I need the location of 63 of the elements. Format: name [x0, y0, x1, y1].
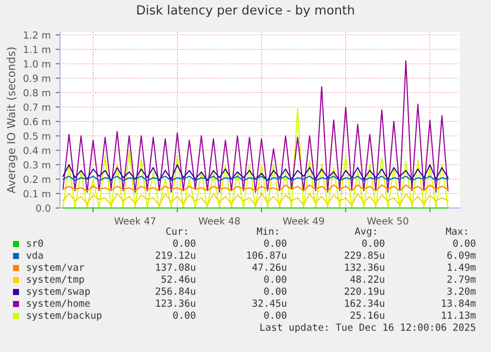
text: 0.00	[264, 239, 286, 247]
text: Avg:	[354, 228, 376, 237]
text: 0.00	[264, 275, 286, 283]
text: 48.22u	[350, 275, 384, 283]
legend-label: system/backup	[27, 311, 102, 321]
line-series	[62, 108, 449, 209]
text: 137.08u	[156, 263, 196, 271]
text: 3.20m	[447, 287, 476, 295]
legend-label: sr0	[27, 239, 43, 247]
y-tick-label: 0.2 m	[24, 176, 50, 183]
text: 229.85u	[344, 251, 384, 259]
y-tick-label: 1.0 m	[24, 60, 50, 68]
text: 11.13m	[442, 311, 476, 319]
text: 220.19u	[344, 287, 384, 295]
text: Last update: Tue Dec 16 12:00:06 2025	[260, 323, 476, 333]
legend-label: vda	[26, 251, 43, 259]
text: 32.45u	[252, 299, 286, 307]
text: Max:	[446, 228, 467, 235]
y-tick-label: 0.1 m	[24, 190, 50, 198]
text: 2.79m	[447, 275, 476, 283]
chart-title: Disk latency per device - by month	[137, 4, 354, 18]
line-series	[62, 193, 449, 206]
legend-label: system/tmp	[27, 276, 84, 285]
x-tick-label: Week 47	[114, 217, 156, 225]
text: 0.00	[173, 239, 196, 247]
text: 0.00	[453, 239, 476, 247]
text: 219.12u	[156, 251, 196, 259]
y-tick-label: 0.9 m	[24, 74, 50, 82]
y-tick-label: 0.0	[36, 204, 50, 212]
text: Cur:	[166, 227, 187, 235]
text: 52.46u	[162, 275, 196, 283]
text: 25.16u	[350, 311, 384, 319]
line-series	[62, 164, 449, 182]
text: 6.09m	[447, 251, 476, 259]
text: Min:	[256, 227, 278, 235]
legend-label: system/home	[27, 299, 90, 309]
text: 132.36u	[345, 263, 384, 271]
legend-label: system/swap	[27, 288, 90, 297]
text: 162.34u	[345, 299, 384, 307]
x-tick-label: Week 49	[282, 217, 324, 225]
legend-label: system/var	[27, 264, 84, 273]
text: 106.87u	[247, 251, 286, 259]
text: 0.00	[173, 311, 196, 319]
line-series	[62, 60, 449, 193]
y-tick-label: 0.4 m	[24, 146, 50, 154]
text: 0.00	[362, 239, 384, 247]
x-tick-label: Week 50	[367, 217, 408, 225]
y-tick-label: 0.3 m	[24, 161, 50, 169]
text: 123.36u	[156, 299, 196, 307]
text: 0.00	[264, 287, 286, 295]
y-axis-title: Average IO Wait (seconds)	[6, 48, 18, 194]
text: 1.49m	[448, 263, 476, 271]
text: 47.26u	[252, 263, 286, 271]
y-tick-label: 0.8 m	[24, 89, 50, 96]
text: 0.00	[264, 311, 286, 319]
y-tick-label: 1.1 m	[24, 46, 50, 54]
x-tick-label: Week 48	[198, 217, 240, 225]
text: 256.84u	[156, 287, 196, 295]
y-tick-label: 0.6 m	[24, 118, 50, 126]
y-tick-label: 0.7 m	[24, 103, 50, 111]
y-tick-label: 0.5 m	[24, 132, 50, 140]
y-tick-label: 1.2 m	[24, 31, 50, 39]
text: 13.84m	[442, 299, 476, 307]
